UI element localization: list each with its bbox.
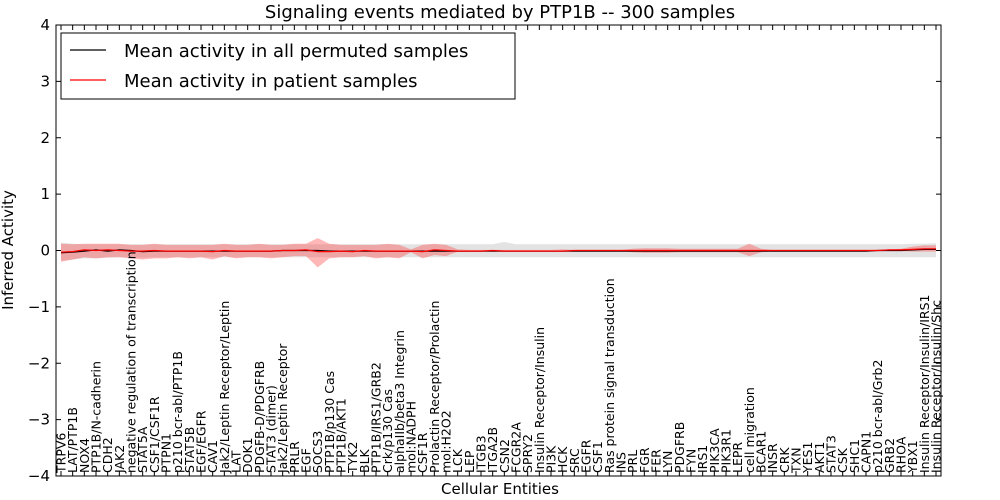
category-label: PRL: [625, 450, 640, 473]
category-label: LAT/PTP1B: [65, 407, 80, 473]
category-label: PIK3CA: [707, 428, 722, 473]
y-tick-label: 2: [40, 129, 50, 147]
category-label: EGF/EGFR: [194, 410, 209, 473]
category-label: p210 bcr-abl/Grb2: [870, 360, 885, 473]
category-label: ITGA2B: [485, 427, 500, 473]
category-label: TYK2: [345, 442, 360, 474]
category-label: SRC: [567, 448, 582, 473]
category-label: AKT1: [812, 442, 827, 473]
category-label: PTP1B/p130 Cas: [322, 371, 337, 473]
category-label: SOCS3: [310, 431, 325, 473]
y-tick-label: −2: [28, 354, 50, 372]
category-label: LEP: [462, 450, 477, 473]
plot-frame: [55, 24, 942, 477]
category-label: Prolactin Receptor/Prolactin: [427, 301, 442, 473]
legend-label-permuted: Mean activity in all permuted samples: [124, 41, 468, 62]
category-label: CSN2: [497, 439, 512, 473]
category-label: Crk/p130 Cas: [380, 389, 395, 473]
category-label: Insulin Receptor/Insulin: [532, 327, 547, 473]
category-label: p210 bcr-abl/PTP1B: [170, 351, 185, 473]
category-label: PDGFRB: [672, 422, 687, 473]
y-tick-label: 3: [40, 72, 50, 90]
category-label: mol:NADPH: [404, 401, 419, 473]
y-axis-label: Inferred Activity: [0, 190, 17, 310]
category-label: STAT3: [824, 435, 839, 473]
y-tick-label: −1: [28, 298, 50, 316]
category-label: CRK: [777, 447, 792, 473]
category-label: PTP1B/AKT1: [334, 398, 349, 473]
category-label: negative regulation of transcription: [124, 251, 139, 473]
y-tick-label: 0: [40, 242, 50, 260]
category-label: CSF1: [590, 441, 605, 473]
category-label: LEPR: [730, 442, 745, 473]
category-label: PDGFB-D/PDGFRB: [252, 361, 267, 473]
x-axis: TRPV6LAT/PTP1BNOX4PTP1B/N-cadherinCDH2JA…: [54, 25, 944, 476]
band-patient: [61, 238, 936, 268]
category-label: TRPV6: [54, 433, 69, 474]
y-tick-label: 4: [40, 16, 50, 34]
x-axis-label: Cellular Entities: [441, 480, 559, 498]
chart-title: Signaling events mediated by PTP1B -- 30…: [265, 2, 735, 23]
category-label: ITGB3: [474, 435, 489, 473]
y-tick-label: −4: [28, 467, 50, 485]
category-label: FER: [649, 449, 664, 473]
legend-box: [60, 32, 516, 100]
category-label: Insulin Receptor/Insulin/Shc: [929, 300, 944, 473]
category-label: STAT5B: [182, 427, 197, 473]
y-tick-label: 1: [40, 185, 50, 203]
category-label: Ras protein signal transduction: [602, 278, 617, 473]
category-label: GRB2: [882, 438, 897, 473]
category-label: PTPN1: [159, 433, 174, 473]
category-label: CAPN1: [859, 431, 874, 473]
category-label: CAV1: [205, 440, 220, 473]
legend-label-patient: Mean activity in patient samples: [124, 71, 418, 92]
category-label: FCGR2A: [509, 422, 524, 473]
category-label: BLK: [357, 448, 372, 473]
category-label: LCK: [450, 448, 465, 473]
y-axis: −4 −3 −2 −1 0 1 2 3 4: [28, 16, 941, 485]
category-label: PI3K: [544, 445, 559, 473]
category-label: CSK: [835, 447, 850, 473]
category-label: Jak2/Leptin Receptor: [275, 343, 290, 474]
category-label: BCAR1: [754, 431, 769, 473]
category-label: Insulin Receptor/Insulin/IRS1: [917, 295, 932, 473]
category-label: PIK3R1: [719, 429, 734, 473]
category-label: SPRY2: [520, 434, 535, 473]
category-label: DOK1: [240, 437, 255, 473]
category-label: INS: [614, 452, 629, 473]
category-label: CSF1/CSF1R: [147, 396, 162, 473]
category-label: JAK2: [112, 445, 127, 474]
category-label: EGF: [299, 448, 314, 473]
category-label: FYN: [684, 449, 699, 473]
category-label: RHOA: [894, 436, 909, 473]
category-label: IRS1: [695, 445, 710, 473]
category-label: LAT: [229, 450, 244, 473]
category-label: YBX1: [905, 440, 920, 474]
category-label: PTP1B/N-cadherin: [89, 361, 104, 473]
series-line-patient: [60, 248, 936, 253]
category-label: STAT3 (dimer): [264, 385, 279, 473]
category-label: mol:H2O2: [439, 410, 454, 473]
category-label: CDH2: [100, 437, 115, 473]
category-label: PTP1B/IRS1/GRB2: [369, 362, 384, 473]
category-label: CSF1R: [415, 432, 430, 473]
category-label: PRLR: [287, 441, 302, 473]
category-label: YES1: [800, 442, 815, 474]
category-label: TXN: [789, 447, 804, 474]
category-label: cell migration: [742, 387, 757, 473]
series-lines: [60, 248, 936, 254]
y-tick-label: −3: [28, 411, 50, 429]
category-label: Jak2/Leptin Receptor/Leptin: [217, 301, 232, 474]
category-label: NOX4: [77, 438, 92, 473]
category-label: LYN: [660, 451, 675, 473]
category-label: INSR: [765, 443, 780, 473]
category-label: STAT5A: [135, 426, 150, 473]
category-label: FGR: [637, 447, 652, 473]
category-label: alphaIIb/beta3 Integrin: [392, 330, 407, 473]
category-label: EGFR: [579, 439, 594, 473]
category-label: SHC1: [847, 439, 862, 473]
category-label: HCK: [555, 446, 570, 473]
legend: Mean activity in all permuted samples Me…: [60, 32, 516, 100]
